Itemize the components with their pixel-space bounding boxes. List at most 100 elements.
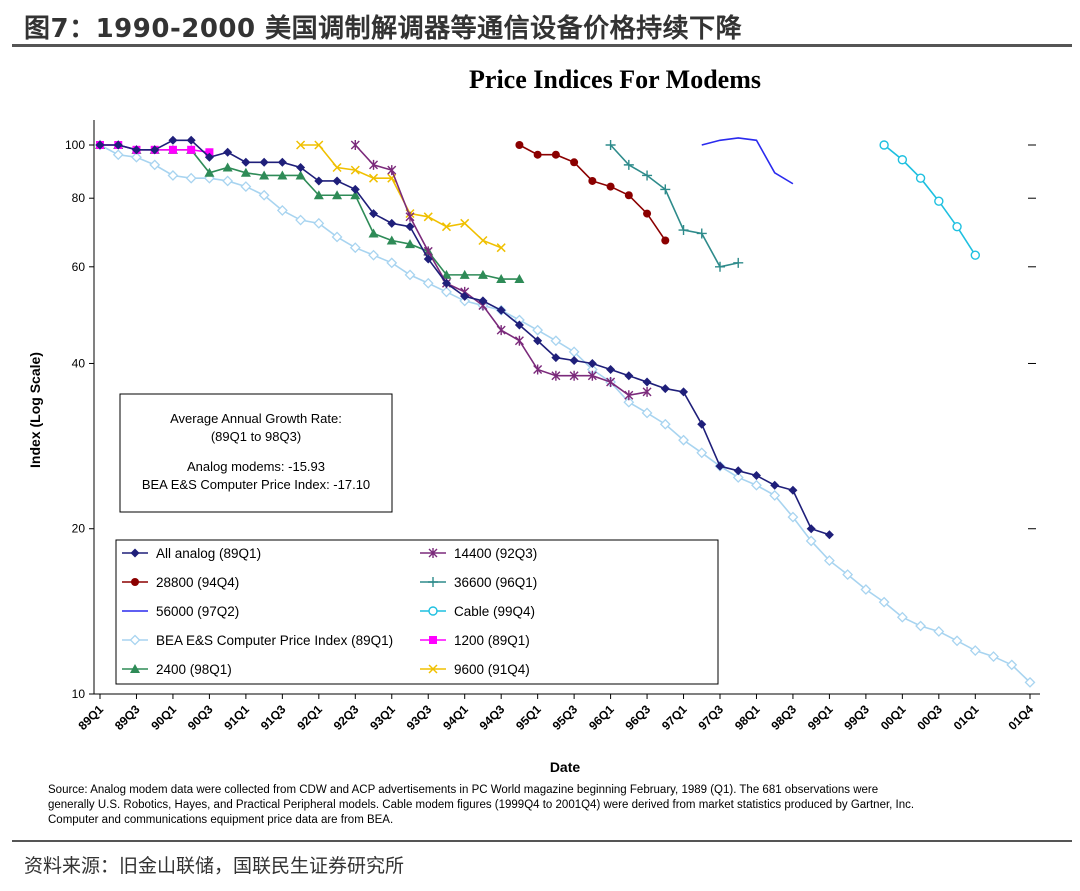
data-point — [751, 479, 762, 491]
series-3 — [605, 140, 744, 272]
data-point — [678, 225, 689, 236]
x-tick-label: 90Q3 — [185, 702, 216, 733]
legend-label: BEA E&S Computer Price Index (89Q1) — [156, 633, 393, 648]
data-point — [824, 530, 834, 540]
data-point — [387, 165, 397, 176]
series-line — [519, 144, 666, 241]
data-point — [606, 182, 615, 191]
data-point — [112, 149, 124, 161]
legend-frame — [115, 539, 719, 685]
data-point — [168, 145, 177, 154]
x-tick-label: 99Q3 — [841, 702, 872, 733]
data-point — [769, 489, 781, 501]
series-6 — [94, 139, 1036, 688]
data-point — [222, 175, 234, 187]
source-note-line2: generally U.S. Robotics, Hayes, and Prac… — [48, 799, 915, 811]
data-point — [350, 184, 360, 194]
data-point — [915, 173, 926, 183]
y-tick-label: 80 — [72, 191, 86, 205]
series-5 — [879, 140, 980, 260]
data-point — [533, 150, 542, 159]
series-9 — [296, 140, 506, 253]
growth-rate-line3: Analog modems: -15.93 — [187, 459, 325, 474]
x-tick-label: 97Q3 — [695, 702, 726, 733]
data-point — [532, 324, 544, 336]
data-point — [496, 274, 507, 284]
x-tick-label: 92Q1 — [294, 702, 325, 733]
data-point — [588, 176, 597, 185]
data-point — [441, 286, 452, 298]
data-point — [533, 336, 543, 346]
data-point — [715, 261, 725, 272]
data-point — [150, 145, 160, 155]
source-note-line3: Computer and communications equipment pr… — [48, 814, 394, 826]
data-point — [606, 365, 616, 375]
data-point — [241, 157, 251, 167]
data-point — [204, 152, 214, 162]
data-point — [405, 239, 415, 249]
data-point — [915, 620, 927, 632]
data-point — [332, 176, 342, 186]
data-point — [951, 635, 963, 647]
series-layer — [94, 135, 1036, 688]
legend-label: 56000 (97Q2) — [156, 604, 239, 619]
data-point — [660, 384, 670, 394]
data-point — [386, 257, 398, 269]
data-point — [240, 181, 252, 192]
data-point — [295, 170, 306, 180]
legend-entry: 9600 (91Q4) — [420, 662, 530, 677]
data-point — [350, 165, 360, 175]
x-tick-label: 96Q1 — [586, 702, 617, 733]
series-line — [883, 144, 976, 256]
data-point — [459, 269, 470, 279]
data-point — [314, 140, 324, 150]
data-point — [259, 170, 270, 180]
chart: Price Indices For Modems 10 20 40 60 80 100 8… — [27, 65, 1040, 775]
data-point — [187, 145, 196, 154]
source-note: Source: Analog modem data were collected… — [48, 783, 1048, 828]
data-point — [314, 176, 324, 186]
legend-entry: All analog (89Q1) — [122, 546, 261, 561]
series-line — [609, 144, 739, 268]
data-point — [460, 291, 470, 301]
data-point — [313, 190, 324, 200]
data-point — [350, 190, 361, 200]
data-point — [551, 150, 560, 159]
data-point — [697, 419, 707, 429]
data-point — [879, 140, 889, 150]
data-point — [788, 485, 798, 495]
x-tick-label: 89Q1 — [75, 702, 106, 733]
data-point — [623, 396, 635, 408]
x-tick-label: 91Q1 — [221, 702, 252, 733]
data-point — [368, 249, 379, 261]
x-tick-label: 93Q3 — [404, 702, 435, 733]
source-note-line1: Source: Analog modem data were collected… — [48, 784, 879, 796]
data-point — [95, 140, 105, 150]
data-point — [969, 645, 981, 656]
series-8 — [95, 140, 525, 284]
legend-swatch-marker — [130, 548, 140, 558]
legend-swatch-marker — [131, 578, 139, 586]
data-point — [787, 511, 799, 523]
data-point — [422, 277, 434, 289]
y-axis-label: Index (Log Scale) — [27, 352, 43, 468]
data-point — [349, 242, 361, 254]
data-point — [624, 191, 633, 200]
data-point — [332, 190, 343, 200]
series-line — [99, 144, 1031, 683]
data-point — [313, 217, 325, 229]
legend-swatch-marker — [428, 548, 438, 558]
data-point — [496, 243, 506, 253]
y-tick-label: 10 — [72, 687, 86, 701]
data-point — [496, 325, 506, 336]
legend-label: 2400 (98Q1) — [156, 662, 232, 677]
data-point — [606, 377, 616, 388]
data-point — [515, 141, 524, 149]
growth-rate-line2: (89Q1 to 98Q3) — [211, 429, 301, 444]
x-tick-label: 93Q1 — [367, 702, 398, 733]
footer-source: 资料来源：旧金山联储，国联民生证券研究所 — [24, 855, 405, 877]
x-axis-label: Date — [550, 759, 581, 775]
x-tick-label: 98Q3 — [768, 702, 799, 733]
data-point — [933, 626, 945, 637]
data-point — [331, 231, 343, 243]
